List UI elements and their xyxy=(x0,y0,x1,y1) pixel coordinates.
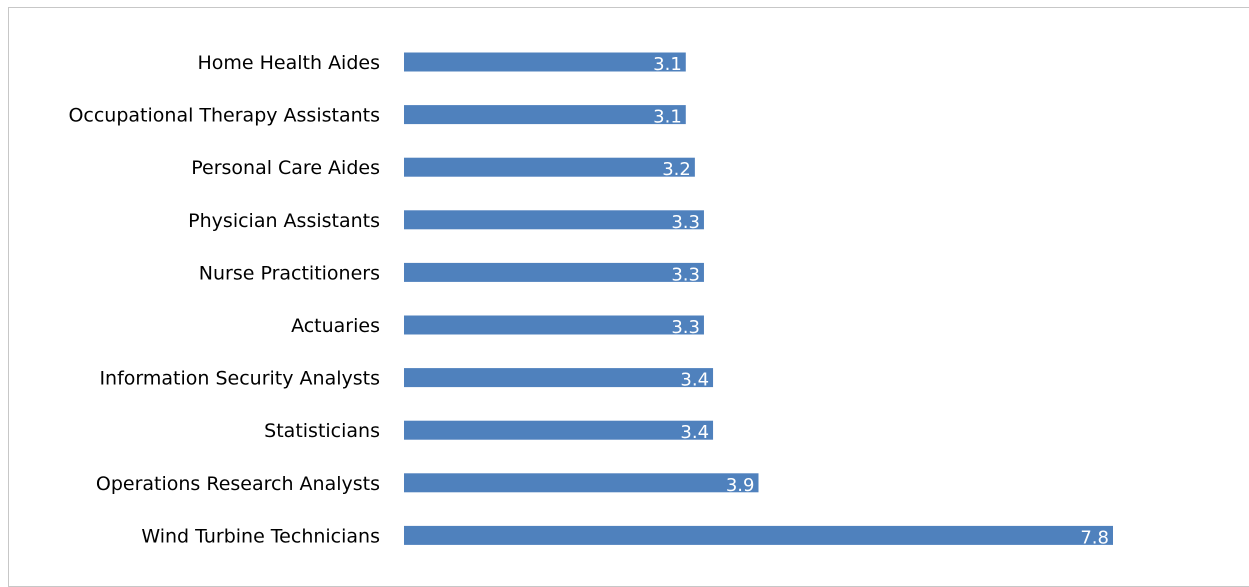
bar-value-label: 3.4 xyxy=(680,370,709,391)
bar xyxy=(404,157,695,177)
bar-value-label: 3.3 xyxy=(671,317,700,338)
category-label: Occupational Therapy Assistants xyxy=(68,105,380,127)
bar xyxy=(404,420,714,440)
data-labels: 3.1 3.1 3.2 3.3 3.3 3.3 3.4 3.4 3.9 7.8 xyxy=(653,54,1109,548)
bars xyxy=(404,52,1113,545)
bar xyxy=(404,210,704,230)
bar-value-label: 7.8 xyxy=(1080,527,1109,548)
bar xyxy=(404,52,686,72)
bar-value-label: 3.9 xyxy=(726,475,755,496)
category-label: Information Security Analysts xyxy=(99,368,380,390)
category-label: Wind Turbine Technicians xyxy=(141,525,380,547)
category-label: Statisticians xyxy=(264,420,380,442)
category-label: Nurse Practitioners xyxy=(199,262,380,284)
category-label: Personal Care Aides xyxy=(191,157,380,179)
bar xyxy=(404,525,1113,545)
category-labels: Home Health Aides Occupational Therapy As… xyxy=(68,52,380,547)
category-label: Physician Assistants xyxy=(188,210,380,232)
category-label: Actuaries xyxy=(291,315,380,337)
category-label: Operations Research Analysts xyxy=(96,473,380,495)
bar-value-label: 3.2 xyxy=(662,159,691,180)
bar-value-label: 3.1 xyxy=(653,107,682,128)
bar-value-label: 3.3 xyxy=(671,264,700,285)
bar xyxy=(404,105,686,125)
bar-value-label: 3.3 xyxy=(671,212,700,233)
bar xyxy=(404,368,714,388)
bar xyxy=(404,262,704,282)
bar-value-label: 3.1 xyxy=(653,54,682,75)
bar-value-label: 3.4 xyxy=(680,422,709,443)
bar xyxy=(404,473,759,493)
bar xyxy=(404,315,704,335)
category-label: Home Health Aides xyxy=(197,52,380,74)
